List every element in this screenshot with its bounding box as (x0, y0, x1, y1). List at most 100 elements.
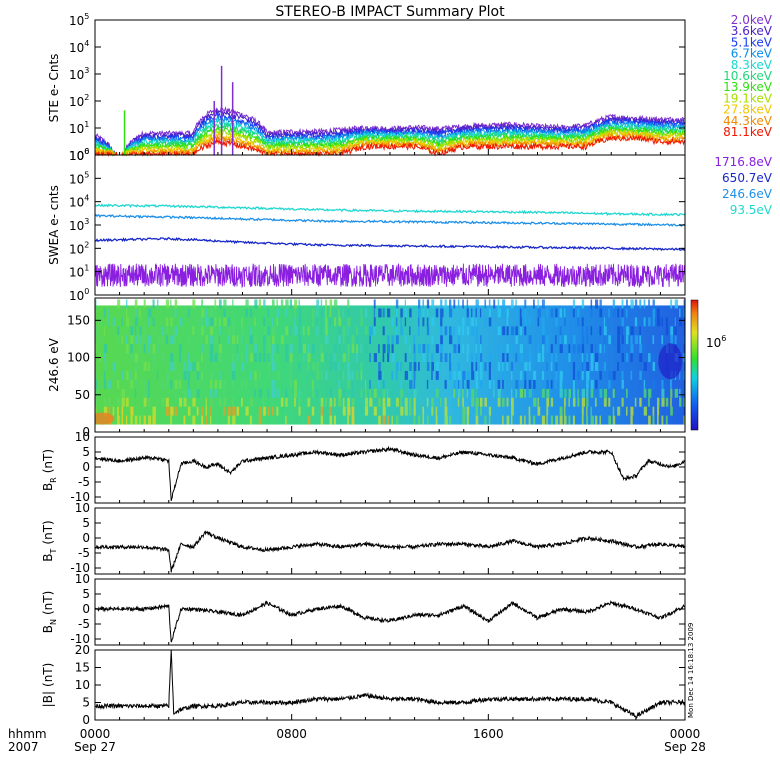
spectrogram-cell (391, 317, 394, 327)
spectrogram-cell (241, 397, 243, 407)
spectrogram-cell (165, 379, 168, 389)
spectrogram-cell (387, 397, 391, 407)
spectrogram-cell (400, 326, 403, 336)
spectrogram-cell (608, 335, 611, 345)
timestamp-stamp: Mon Dec 14 16:18:13 2009 (687, 623, 695, 718)
date-tick-label: Sep 28 (664, 740, 706, 754)
spectrogram-cell (196, 406, 199, 416)
spectrogram-cell (550, 362, 553, 371)
spectrogram-cell (475, 353, 479, 363)
spectrogram-cell (276, 308, 280, 318)
spectrogram-cell (626, 353, 629, 363)
spectrogram-cell (479, 406, 482, 416)
spectrogram-cell (121, 415, 124, 425)
spectrogram-cell (466, 379, 470, 389)
swea-series-line (94, 236, 686, 252)
spectrogram-cell (572, 388, 576, 398)
spectrogram-cell (599, 299, 602, 309)
spectrogram-cell (488, 362, 492, 371)
swea-ylabel: SWEA e- cnts (47, 185, 61, 265)
spectrogram-cell (422, 415, 425, 425)
spectrogram-cell (223, 317, 227, 327)
spectrogram-cell (466, 308, 469, 318)
spectrogram-cell (103, 379, 107, 389)
spectrogram-cell (205, 415, 208, 425)
spectrogram-cell (466, 388, 469, 398)
spectrogram-cell (541, 326, 545, 336)
spectrogram-cell (404, 397, 408, 407)
spectrogram-cell (130, 415, 133, 425)
spectrogram-cell (391, 370, 394, 380)
spectrogram-cell (223, 406, 225, 416)
spectrogram-cell (143, 299, 146, 309)
spectrogram-cell (665, 326, 669, 336)
spectrogram-cell (165, 370, 169, 380)
spectrogram-cell (524, 362, 528, 371)
spectrogram-cell (148, 344, 151, 354)
spectrogram-cell (148, 397, 151, 407)
spectrogram-cell (444, 397, 447, 407)
spectrogram-cell (475, 335, 478, 345)
spectrogram-cell (577, 370, 580, 380)
swea-legend-item: 1716.8eV (714, 155, 772, 169)
spectrogram-cell (267, 335, 271, 345)
spectrogram-cell (170, 406, 174, 416)
spectrogram-cell (276, 344, 279, 354)
bt-ytick-label: 10 (75, 501, 90, 515)
spectrogram-cell (462, 415, 466, 425)
spectrogram-cell (475, 370, 479, 380)
spectrogram-cell (449, 299, 452, 309)
spectrogram-cell (333, 415, 336, 425)
spectrogram-cell (156, 344, 159, 354)
spectrogram-cell (550, 353, 553, 363)
spectrogram-cell (643, 388, 647, 398)
spectrogram-cell (364, 326, 368, 336)
spectrogram-cell (342, 335, 345, 345)
spectrogram-cell (550, 344, 553, 354)
spectrogram-cell (373, 353, 377, 363)
spectrogram-cell (462, 397, 464, 407)
spectrogram-cell (214, 388, 217, 398)
spectrogram-ylabel: 246.6 eV (47, 337, 61, 392)
spectrogram-cell (475, 379, 479, 389)
spectrogram-cell (196, 388, 200, 398)
spectrogram-cell (683, 370, 685, 380)
spectrogram-cell (524, 335, 526, 345)
spectrogram-cell (581, 299, 585, 309)
spectrogram-cell (586, 388, 589, 398)
spectrogram-image (95, 299, 685, 425)
spectrogram-cell (643, 299, 646, 309)
spectrogram-cell (156, 335, 160, 345)
spectrogram-cell (603, 335, 606, 345)
swea-legend-item: 93.5eV (730, 203, 773, 217)
spectrogram-cell (572, 370, 576, 380)
spectrogram-cell (161, 397, 165, 407)
spectrogram-cell (364, 388, 367, 398)
spectrogram-cell (409, 344, 411, 354)
spectrogram-cell (608, 415, 612, 425)
spectrogram-cell (325, 326, 328, 336)
spectrogram-cell (130, 353, 134, 363)
spectrogram-cell (426, 397, 429, 407)
spectrogram-cell (232, 370, 236, 380)
spectrogram-cell (205, 335, 208, 345)
spectrogram-cell (599, 326, 602, 336)
spectrogram-cell (329, 415, 333, 425)
spectrogram-cell (201, 317, 203, 327)
spectrogram-cell (382, 388, 386, 398)
spectrogram-cell (572, 344, 576, 354)
spectrogram-cell (320, 344, 323, 354)
spectrogram-cell (409, 397, 412, 407)
spectrogram-cell (267, 326, 271, 336)
spectrogram-cell (356, 370, 358, 380)
spectrogram-cell (449, 415, 452, 425)
spectrogram-cell (475, 415, 479, 425)
spectrogram-cell (276, 406, 279, 416)
spectrogram-cell (502, 308, 505, 318)
spectrogram-cell (373, 406, 377, 416)
spectrogram-cell (325, 308, 327, 318)
spectrogram-cell (555, 308, 558, 318)
ste-legend-item: 13.9keV (723, 80, 773, 94)
spectrogram-cell (117, 415, 120, 425)
